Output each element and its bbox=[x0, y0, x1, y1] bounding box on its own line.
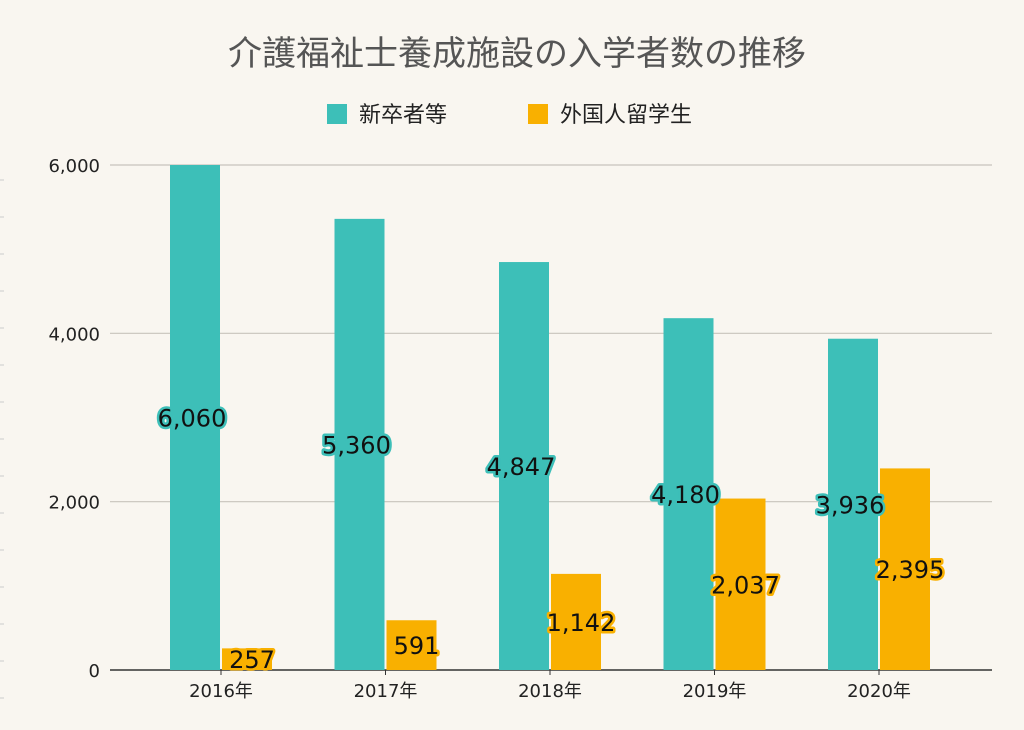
data-label: 591 bbox=[394, 632, 440, 660]
legend-label: 外国人留学生 bbox=[560, 103, 692, 128]
legend-item[interactable]: 新卒者等 bbox=[327, 103, 447, 128]
x-tick-label: 2017年 bbox=[354, 681, 418, 702]
x-tick-label: 2018年 bbox=[518, 681, 582, 702]
bar-new-graduates bbox=[170, 165, 220, 670]
data-label: 257 bbox=[229, 646, 275, 674]
data-labels: 6,060 257 5,360 591 4,847 1,142 4,180 2,037 3,93… bbox=[155, 402, 947, 677]
legend-label: 新卒者等 bbox=[359, 103, 447, 128]
y-tick-label: 4,000 bbox=[48, 324, 100, 345]
data-label: 1,142 bbox=[547, 609, 616, 637]
bars bbox=[170, 165, 930, 670]
y-tick-label: 2,000 bbox=[48, 493, 100, 514]
data-label: 2,395 bbox=[876, 556, 945, 584]
bar-international-students bbox=[880, 468, 930, 670]
data-label: 2,037 bbox=[711, 571, 780, 599]
chart-title: 介護福祉士養成施設の入学者数の推移 bbox=[228, 34, 806, 74]
legend-swatch bbox=[327, 104, 347, 124]
data-label: 4,180 bbox=[651, 481, 720, 509]
x-tick-label: 2016年 bbox=[189, 681, 253, 702]
x-tick-label: 2020年 bbox=[847, 681, 911, 702]
bar-new-graduates bbox=[499, 262, 549, 670]
legend-swatch bbox=[528, 104, 548, 124]
data-label: 3,936 bbox=[816, 491, 885, 519]
bar-international-students bbox=[386, 620, 437, 670]
bar-international-students bbox=[222, 648, 272, 670]
y-tick-label: 6,000 bbox=[48, 156, 100, 177]
bar-international-students bbox=[551, 573, 601, 670]
legend-item[interactable]: 外国人留学生 bbox=[528, 103, 692, 128]
data-label: 5,360 bbox=[322, 431, 391, 459]
legend: 新卒者等 外国人留学生 bbox=[327, 103, 692, 128]
data-label: 4,847 bbox=[487, 453, 556, 481]
x-axis: 2016年 2017年 2018年 2019年 2020年 bbox=[189, 670, 911, 702]
bar-new-graduates bbox=[828, 338, 878, 670]
data-label: 6,060 bbox=[158, 405, 227, 433]
bar-international-students bbox=[715, 498, 766, 670]
bar-new-graduates bbox=[334, 218, 385, 670]
bar-new-graduates bbox=[663, 318, 714, 670]
x-tick-label: 2019年 bbox=[683, 681, 747, 702]
y-tick-label: 0 bbox=[89, 661, 100, 682]
